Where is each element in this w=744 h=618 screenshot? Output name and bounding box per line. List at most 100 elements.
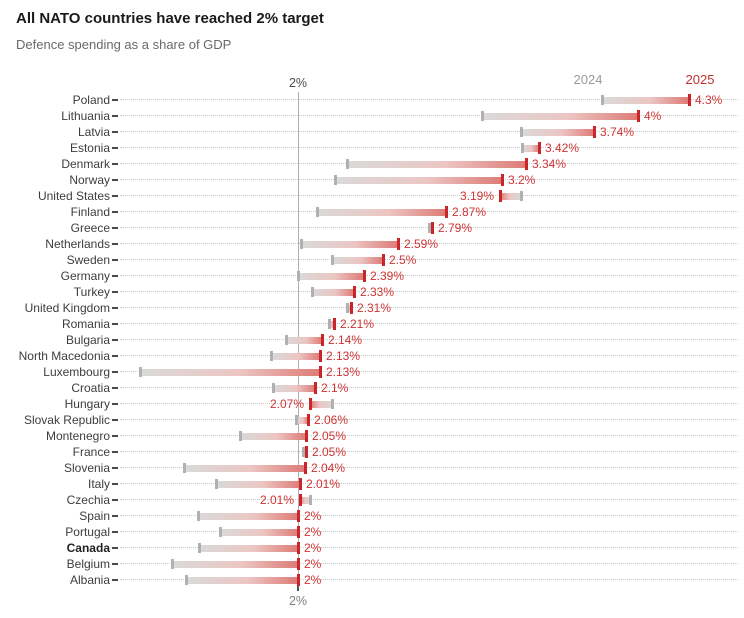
tick-2024 <box>198 543 201 553</box>
range-bar <box>500 193 521 200</box>
gridline <box>120 467 738 468</box>
value-label: 2.59% <box>404 237 439 251</box>
axis-label-2pct-bottom: 2% <box>288 594 308 608</box>
gridline <box>120 307 738 308</box>
axis-tick-dash <box>112 371 118 373</box>
tick-2024 <box>521 143 524 153</box>
tick-2025 <box>297 526 300 538</box>
value-label: 2.31% <box>357 301 392 315</box>
axis-tick-dash <box>112 355 118 357</box>
axis-tick-dash <box>112 531 118 533</box>
value-label: 3.2% <box>508 173 536 187</box>
chart-row: Croatia 2.1% <box>0 380 744 396</box>
gridline <box>120 451 738 452</box>
gridline <box>120 371 738 372</box>
country-label: Netherlands <box>45 237 110 251</box>
axis-tick-dash <box>112 243 118 245</box>
tick-2024 <box>171 559 174 569</box>
range-bar <box>602 97 689 104</box>
country-label: Estonia <box>69 141 110 155</box>
country-label: Italy <box>87 477 110 491</box>
page-title: All NATO countries have reached 2% targe… <box>16 10 324 27</box>
chart-row: Slovak Republic 2.06% <box>0 412 744 428</box>
tick-2025 <box>350 302 353 314</box>
gridline <box>120 387 738 388</box>
tick-2024 <box>139 367 142 377</box>
chart-row: Canada 2% <box>0 540 744 556</box>
value-label: 2% <box>304 573 322 587</box>
reference-line-end-tick <box>297 583 299 591</box>
gridline <box>120 531 738 532</box>
tick-2024 <box>520 191 523 201</box>
range-bar <box>198 513 298 520</box>
tick-2025 <box>397 238 400 250</box>
chart-row: Romania 2.21% <box>0 316 744 332</box>
country-label: Croatia <box>71 381 110 395</box>
tick-2025 <box>297 542 300 554</box>
tick-2025 <box>501 174 504 186</box>
country-label: Spain <box>79 509 110 523</box>
tick-2024 <box>302 447 305 457</box>
value-label: 2.04% <box>311 461 346 475</box>
value-label: 2.21% <box>340 317 375 331</box>
country-label: Greece <box>70 221 110 235</box>
chart-row: Belgium 2% <box>0 556 744 572</box>
tick-2025 <box>319 366 322 378</box>
gridline <box>120 515 738 516</box>
value-label: 2% <box>304 509 322 523</box>
axis-tick-dash <box>112 291 118 293</box>
country-label: Slovenia <box>63 461 110 475</box>
chart-row: United States 3.19% <box>0 188 744 204</box>
axis-tick-dash <box>112 131 118 133</box>
chart-row: Hungary 2.07% <box>0 396 744 412</box>
tick-2024 <box>481 111 484 121</box>
tick-2024 <box>601 95 604 105</box>
tick-2025 <box>299 494 302 506</box>
range-bar <box>172 561 298 568</box>
country-label: Poland <box>72 93 110 107</box>
gridline <box>120 355 738 356</box>
value-label: 3.19% <box>459 189 494 203</box>
gridline <box>120 323 738 324</box>
chart-row: Albania 2% <box>0 572 744 588</box>
country-label: United Kingdom <box>24 301 110 315</box>
country-label: Albania <box>69 573 110 587</box>
axis-tick-dash <box>112 387 118 389</box>
gridline <box>120 339 738 340</box>
axis-tick-dash <box>112 515 118 517</box>
value-label: 3.42% <box>545 141 580 155</box>
series-header-2025: 2025 <box>685 72 715 87</box>
range-bar <box>482 113 638 120</box>
value-label: 2.07% <box>269 397 304 411</box>
country-label: Canada <box>66 541 110 555</box>
tick-2024 <box>270 351 273 361</box>
value-label: 3.34% <box>532 157 567 171</box>
chart-row: Finland 2.87% <box>0 204 744 220</box>
chart-row: Italy 2.01% <box>0 476 744 492</box>
series-header-2024: 2024 <box>573 72 603 87</box>
tick-2025 <box>297 558 300 570</box>
country-label: North Macedonia <box>18 349 110 363</box>
value-label: 2.79% <box>438 221 473 235</box>
country-label: Turkey <box>73 285 110 299</box>
tick-2024 <box>331 399 334 409</box>
range-bar <box>140 369 320 376</box>
chart-row: Portugal 2% <box>0 524 744 540</box>
range-bar <box>296 417 308 424</box>
tick-2025 <box>314 382 317 394</box>
range-bar <box>298 273 364 280</box>
chart-row: Netherlands 2.59% <box>0 236 744 252</box>
country-label: Luxembourg <box>43 365 110 379</box>
chart-row: United Kingdom 2.31% <box>0 300 744 316</box>
value-label: 2.33% <box>360 285 395 299</box>
value-label: 4% <box>644 109 662 123</box>
value-label: 2.01% <box>306 477 341 491</box>
axis-tick-dash <box>112 435 118 437</box>
tick-2025 <box>297 510 300 522</box>
country-label: Romania <box>61 317 110 331</box>
chart-row: Sweden 2.5% <box>0 252 744 268</box>
range-bar <box>220 529 298 536</box>
chart-row: Estonia 3.42% <box>0 140 744 156</box>
range-bar <box>317 209 446 216</box>
chart-row: Czechia 2.01% <box>0 492 744 508</box>
